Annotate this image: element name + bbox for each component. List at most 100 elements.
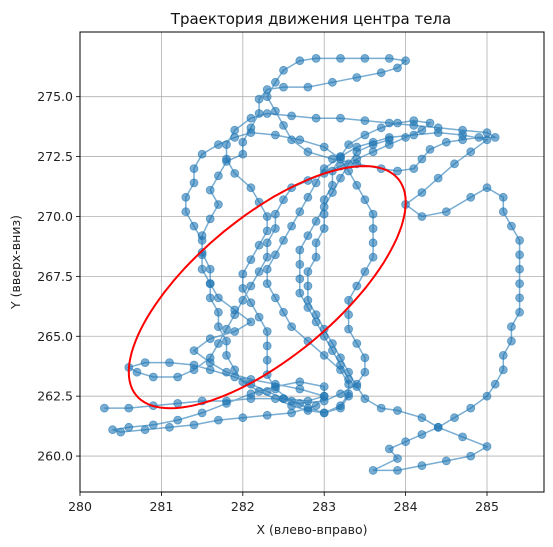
data-point [303,147,313,157]
data-point [466,147,476,157]
data-point [238,137,248,147]
data-point [165,422,174,432]
chart-title: Траектория движения центра тела [170,10,451,28]
data-point [498,365,508,375]
data-point [262,212,272,221]
data-point [181,192,191,202]
data-point [360,130,370,140]
data-point [327,154,337,164]
data-point [498,192,508,202]
data-point [515,293,524,303]
data-point [376,68,386,78]
data-point [262,226,272,236]
y-tick-label: 275.0 [37,89,73,104]
data-point [450,413,459,423]
data-point [279,195,288,205]
data-point [246,183,256,193]
data-point [270,77,280,87]
data-point [262,386,272,396]
data-point [222,398,231,408]
data-point [319,142,329,152]
data-point [417,430,427,439]
data-point [336,154,345,164]
data-point [344,389,354,399]
data-point [417,125,427,135]
data-point [466,403,476,413]
data-point [270,106,280,116]
data-point [303,303,313,312]
data-point [222,140,231,150]
data-point [197,264,207,274]
data-point [425,144,435,154]
x-tick-label: 283 [312,499,336,514]
data-point [303,231,313,241]
data-point [376,403,386,413]
data-point [262,279,272,289]
data-point [213,339,223,348]
data-series [100,54,524,475]
data-point [230,168,240,178]
data-point [368,209,378,219]
data-point [262,264,272,274]
data-point [336,389,345,399]
data-point [213,140,223,150]
data-point [515,264,524,274]
data-point [222,367,231,377]
data-point [433,422,443,432]
grid [79,32,544,492]
data-point [311,238,321,248]
fit-ellipse-layer [127,165,407,410]
data-point [515,250,524,260]
data-point [189,346,199,356]
data-point [230,132,240,142]
data-point [254,240,264,250]
data-point [336,113,345,123]
data-point [279,65,288,75]
data-point [254,267,264,277]
data-point [238,149,248,159]
data-point [287,401,297,411]
data-point [482,135,492,145]
data-point [222,324,231,334]
data-point [482,183,492,193]
data-point [295,288,305,298]
data-point [327,188,337,197]
data-point [409,116,419,125]
x-tick-label: 285 [475,499,499,514]
data-point [230,327,240,336]
data-point [295,398,305,408]
data-point [222,154,231,164]
data-point [254,109,264,118]
data-point [466,451,476,461]
data-point [246,317,256,327]
data-point [230,372,240,382]
data-point [515,307,524,317]
data-point [205,293,215,303]
data-point [360,394,370,404]
data-point [246,389,256,399]
data-point [401,132,411,142]
data-point [262,109,272,118]
data-point [140,358,150,368]
data-point [295,135,305,145]
data-point [222,350,231,360]
data-point [270,209,280,219]
data-point [270,293,280,303]
data-point [213,307,223,317]
data-point [319,209,329,219]
y-axis-label: Y (вверх-вниз) [8,215,23,310]
data-point [376,123,386,133]
data-point [295,207,305,217]
data-point [197,235,207,245]
data-point [173,372,183,382]
data-point [482,442,492,451]
data-point [205,365,215,375]
data-point [173,398,183,408]
data-point [319,350,329,360]
data-point [441,207,451,217]
data-point [327,346,337,356]
plot-frame [79,31,545,493]
data-point [393,406,402,415]
y-tick-label: 270.0 [37,209,73,224]
